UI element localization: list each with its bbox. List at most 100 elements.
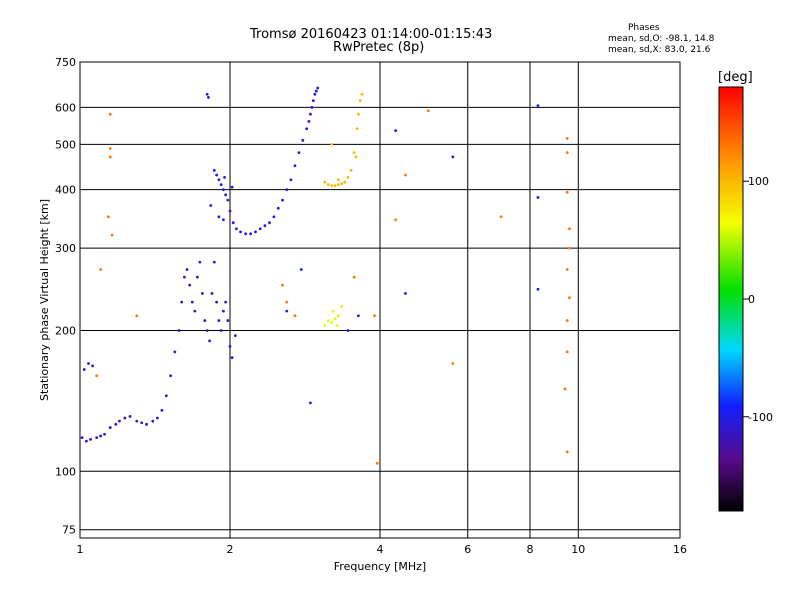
data-point xyxy=(217,319,221,322)
data-point xyxy=(151,419,155,423)
data-point xyxy=(281,283,284,287)
y-tick-label: 400 xyxy=(55,184,76,197)
data-point xyxy=(272,215,276,219)
data-points-layer xyxy=(80,86,571,465)
data-point xyxy=(352,151,356,155)
data-point xyxy=(326,319,330,322)
data-point xyxy=(354,155,358,159)
data-point xyxy=(336,178,340,182)
data-point xyxy=(212,260,216,264)
data-point xyxy=(568,246,571,250)
data-point xyxy=(228,209,232,213)
data-point xyxy=(215,300,219,304)
data-point xyxy=(375,461,379,465)
data-point xyxy=(110,233,114,237)
x-tick-label: 1 xyxy=(77,543,84,556)
data-point xyxy=(89,437,92,441)
data-point xyxy=(128,415,132,418)
data-point xyxy=(565,268,569,271)
data-point xyxy=(205,329,209,332)
data-point xyxy=(156,416,159,420)
data-point xyxy=(285,300,289,304)
data-point xyxy=(118,419,121,423)
data-point xyxy=(123,416,127,420)
data-point xyxy=(208,339,211,343)
data-point xyxy=(563,387,567,391)
y-tick-label: 200 xyxy=(55,324,76,337)
data-point xyxy=(333,317,337,321)
data-point xyxy=(108,147,112,150)
data-point xyxy=(316,86,320,90)
data-point xyxy=(203,319,207,322)
data-point xyxy=(108,426,112,429)
data-point xyxy=(95,436,99,440)
phase-stats-heading: Phases xyxy=(628,23,660,33)
data-point xyxy=(135,314,139,318)
data-point xyxy=(230,185,234,189)
data-point xyxy=(234,227,238,231)
data-point xyxy=(226,319,230,322)
data-point xyxy=(297,151,301,155)
data-point xyxy=(394,218,398,222)
data-point xyxy=(182,275,186,279)
data-point xyxy=(360,92,364,96)
data-point xyxy=(224,300,228,304)
data-point xyxy=(224,193,228,197)
data-point xyxy=(326,183,330,187)
data-point xyxy=(140,421,144,425)
data-point xyxy=(356,112,360,116)
data-point xyxy=(108,112,112,116)
colorbar xyxy=(718,86,744,512)
data-point xyxy=(451,362,455,365)
data-point xyxy=(536,287,540,291)
data-point xyxy=(209,204,213,207)
data-point xyxy=(336,314,340,318)
x-tick-label: 16 xyxy=(673,543,687,556)
data-point xyxy=(349,168,353,172)
data-point xyxy=(285,309,289,313)
data-point xyxy=(352,275,356,279)
data-point xyxy=(346,329,350,332)
data-point xyxy=(106,215,110,219)
chart-subtitle: RwPretec (8p) xyxy=(333,40,425,55)
data-point xyxy=(239,230,242,234)
data-point xyxy=(565,319,569,322)
data-point xyxy=(195,275,199,279)
data-point xyxy=(145,422,148,426)
data-point xyxy=(99,268,103,271)
x-tick-label: 2 xyxy=(227,543,234,556)
data-point xyxy=(249,232,253,236)
data-point xyxy=(340,305,344,308)
data-point xyxy=(293,164,297,168)
data-point xyxy=(311,99,315,103)
data-point xyxy=(205,92,209,96)
grid-layer xyxy=(80,62,680,538)
data-point xyxy=(289,178,293,182)
data-point xyxy=(331,309,335,313)
data-point xyxy=(222,309,225,313)
data-point xyxy=(323,324,327,327)
data-point xyxy=(330,321,334,324)
data-point xyxy=(219,329,223,332)
chart-title: Tromsø 20160423 01:14:00-01:15:43 xyxy=(250,27,493,42)
data-point xyxy=(451,155,455,159)
data-point xyxy=(190,300,194,304)
data-point xyxy=(343,180,347,184)
x-tick-label: 6 xyxy=(464,543,471,556)
plot-frame xyxy=(79,61,681,539)
y-tick-label: 300 xyxy=(55,242,76,255)
data-point xyxy=(356,314,360,318)
data-point xyxy=(307,119,311,123)
data-point xyxy=(394,129,398,133)
data-point xyxy=(210,292,214,295)
x-tick-label: 10 xyxy=(571,543,585,556)
data-point xyxy=(217,215,221,219)
ticks-layer: 1 2 4 6 8 10 16 75 100 200 300 400 500 600 750 xyxy=(55,56,687,556)
data-point xyxy=(565,450,569,454)
phase-stats-o-mode: mean, sd,O: -98.1, 14.8 xyxy=(608,34,715,44)
data-point xyxy=(84,439,88,443)
data-point xyxy=(188,283,192,287)
data-point xyxy=(346,175,350,179)
data-point xyxy=(80,436,84,440)
